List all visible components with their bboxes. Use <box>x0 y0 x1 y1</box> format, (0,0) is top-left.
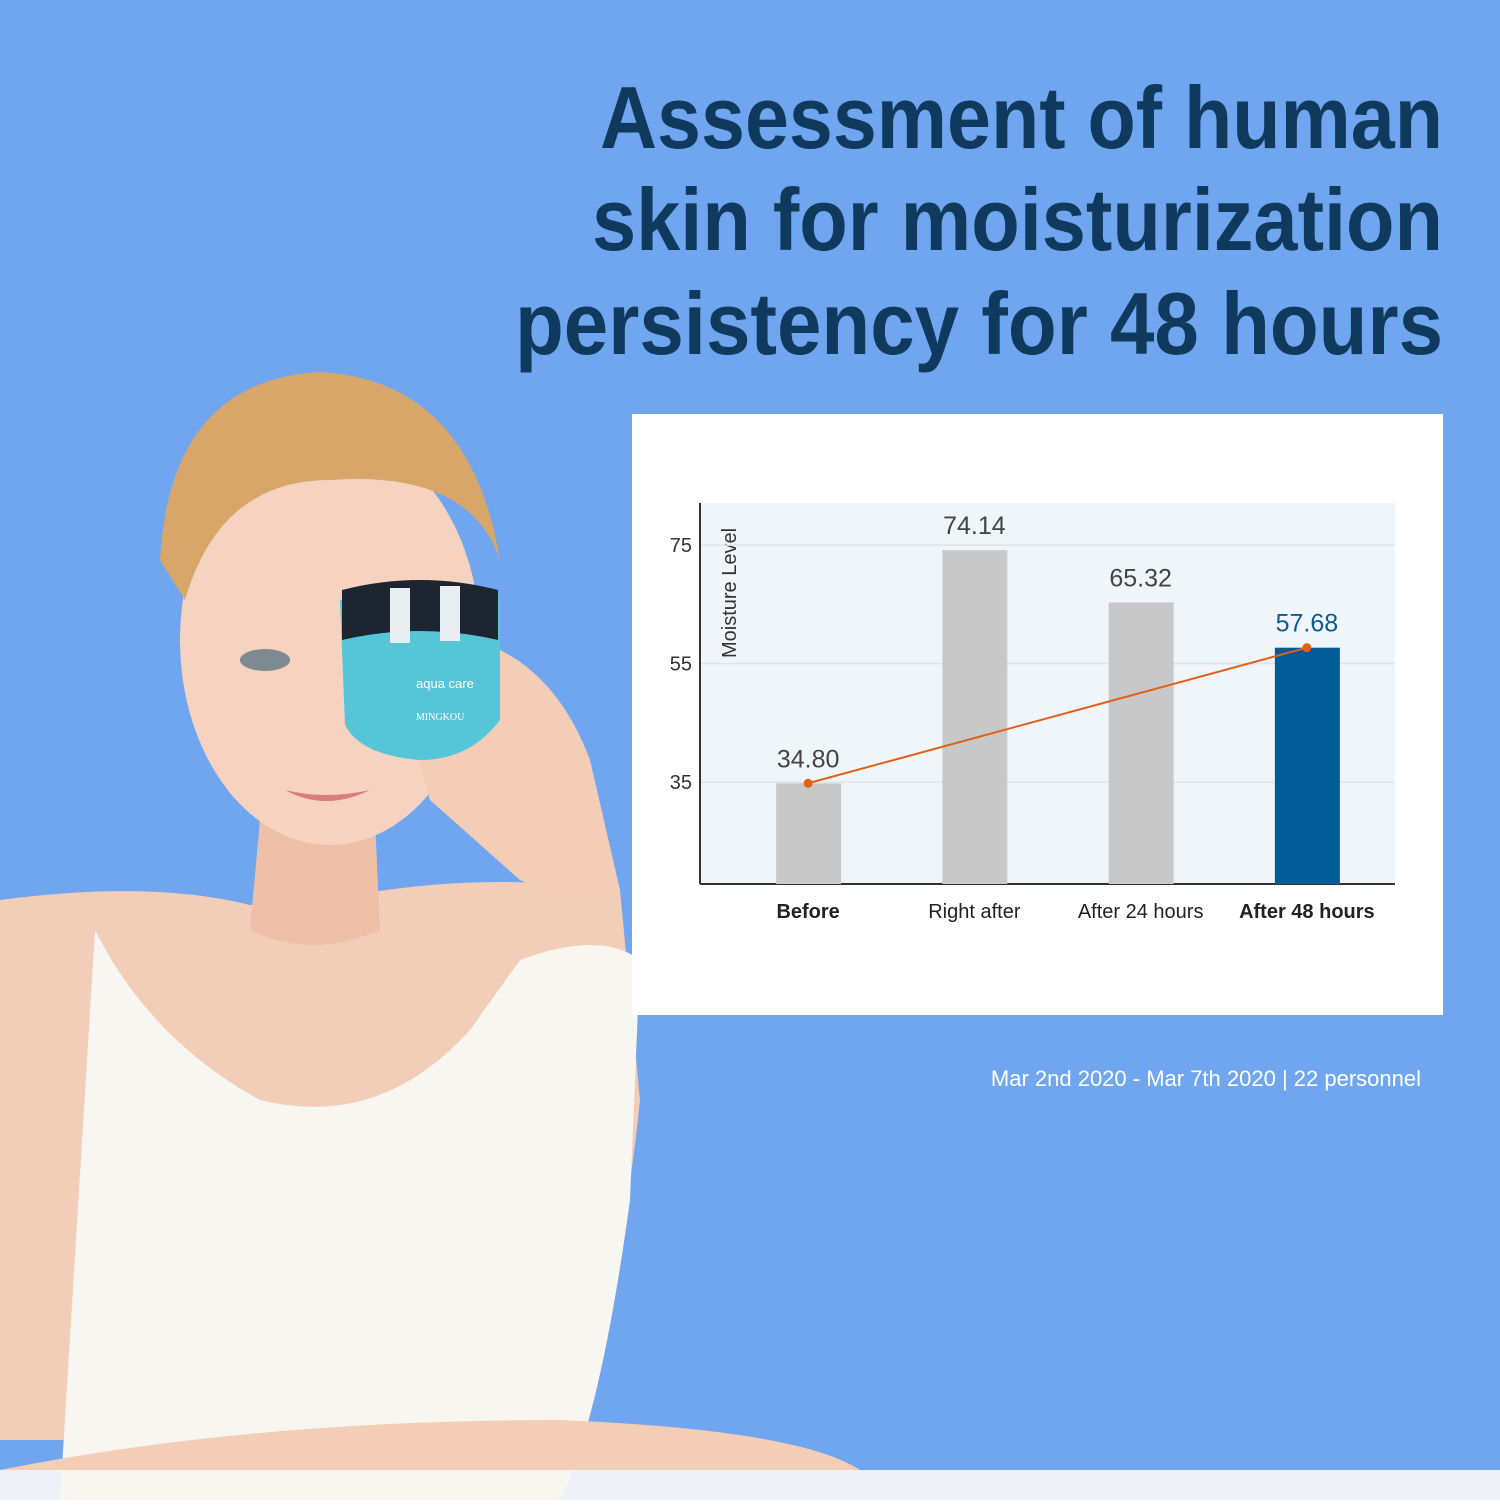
x-tick-label: Before <box>776 901 839 923</box>
trend-point <box>803 778 813 788</box>
title: Assessment of human skin for moisturizat… <box>515 68 1443 373</box>
title-line: Assessment of human <box>600 68 1443 167</box>
product-maker: MINGKOU <box>416 712 465 723</box>
trend-line <box>807 646 1308 785</box>
bar <box>942 550 1008 884</box>
chart: 35 55 75 34.80 Before 74.14 Right after 65.32 Af… <box>670 503 1395 923</box>
product-brand: aqua care <box>416 676 474 691</box>
x-tick-label: Right after <box>928 901 1021 923</box>
value-label: 65.32 <box>1109 564 1172 592</box>
value-label: 34.80 <box>777 745 840 773</box>
value-label: 57.68 <box>1276 610 1339 638</box>
y-tick-label: 35 <box>670 772 692 794</box>
y-axis-title: Moisture Level <box>719 528 741 658</box>
value-label: 74.14 <box>943 512 1006 540</box>
bar <box>1274 647 1340 884</box>
x-tick-label: After 24 hours <box>1078 901 1204 923</box>
model: aqua care MINGKOU <box>0 372 860 1500</box>
bar <box>776 783 842 884</box>
title-line: skin for moisturization <box>592 170 1443 269</box>
title-line: persistency for 48 hours <box>515 274 1443 373</box>
bar <box>1108 602 1174 884</box>
x-tick-label: After 48 hours <box>1239 901 1375 923</box>
y-tick-label: 75 <box>670 535 692 557</box>
y-tick-label: 55 <box>670 654 692 676</box>
trend-point <box>1302 643 1312 653</box>
footnote: Mar 2nd 2020 - Mar 7th 2020 | 22 personn… <box>991 1066 1421 1091</box>
